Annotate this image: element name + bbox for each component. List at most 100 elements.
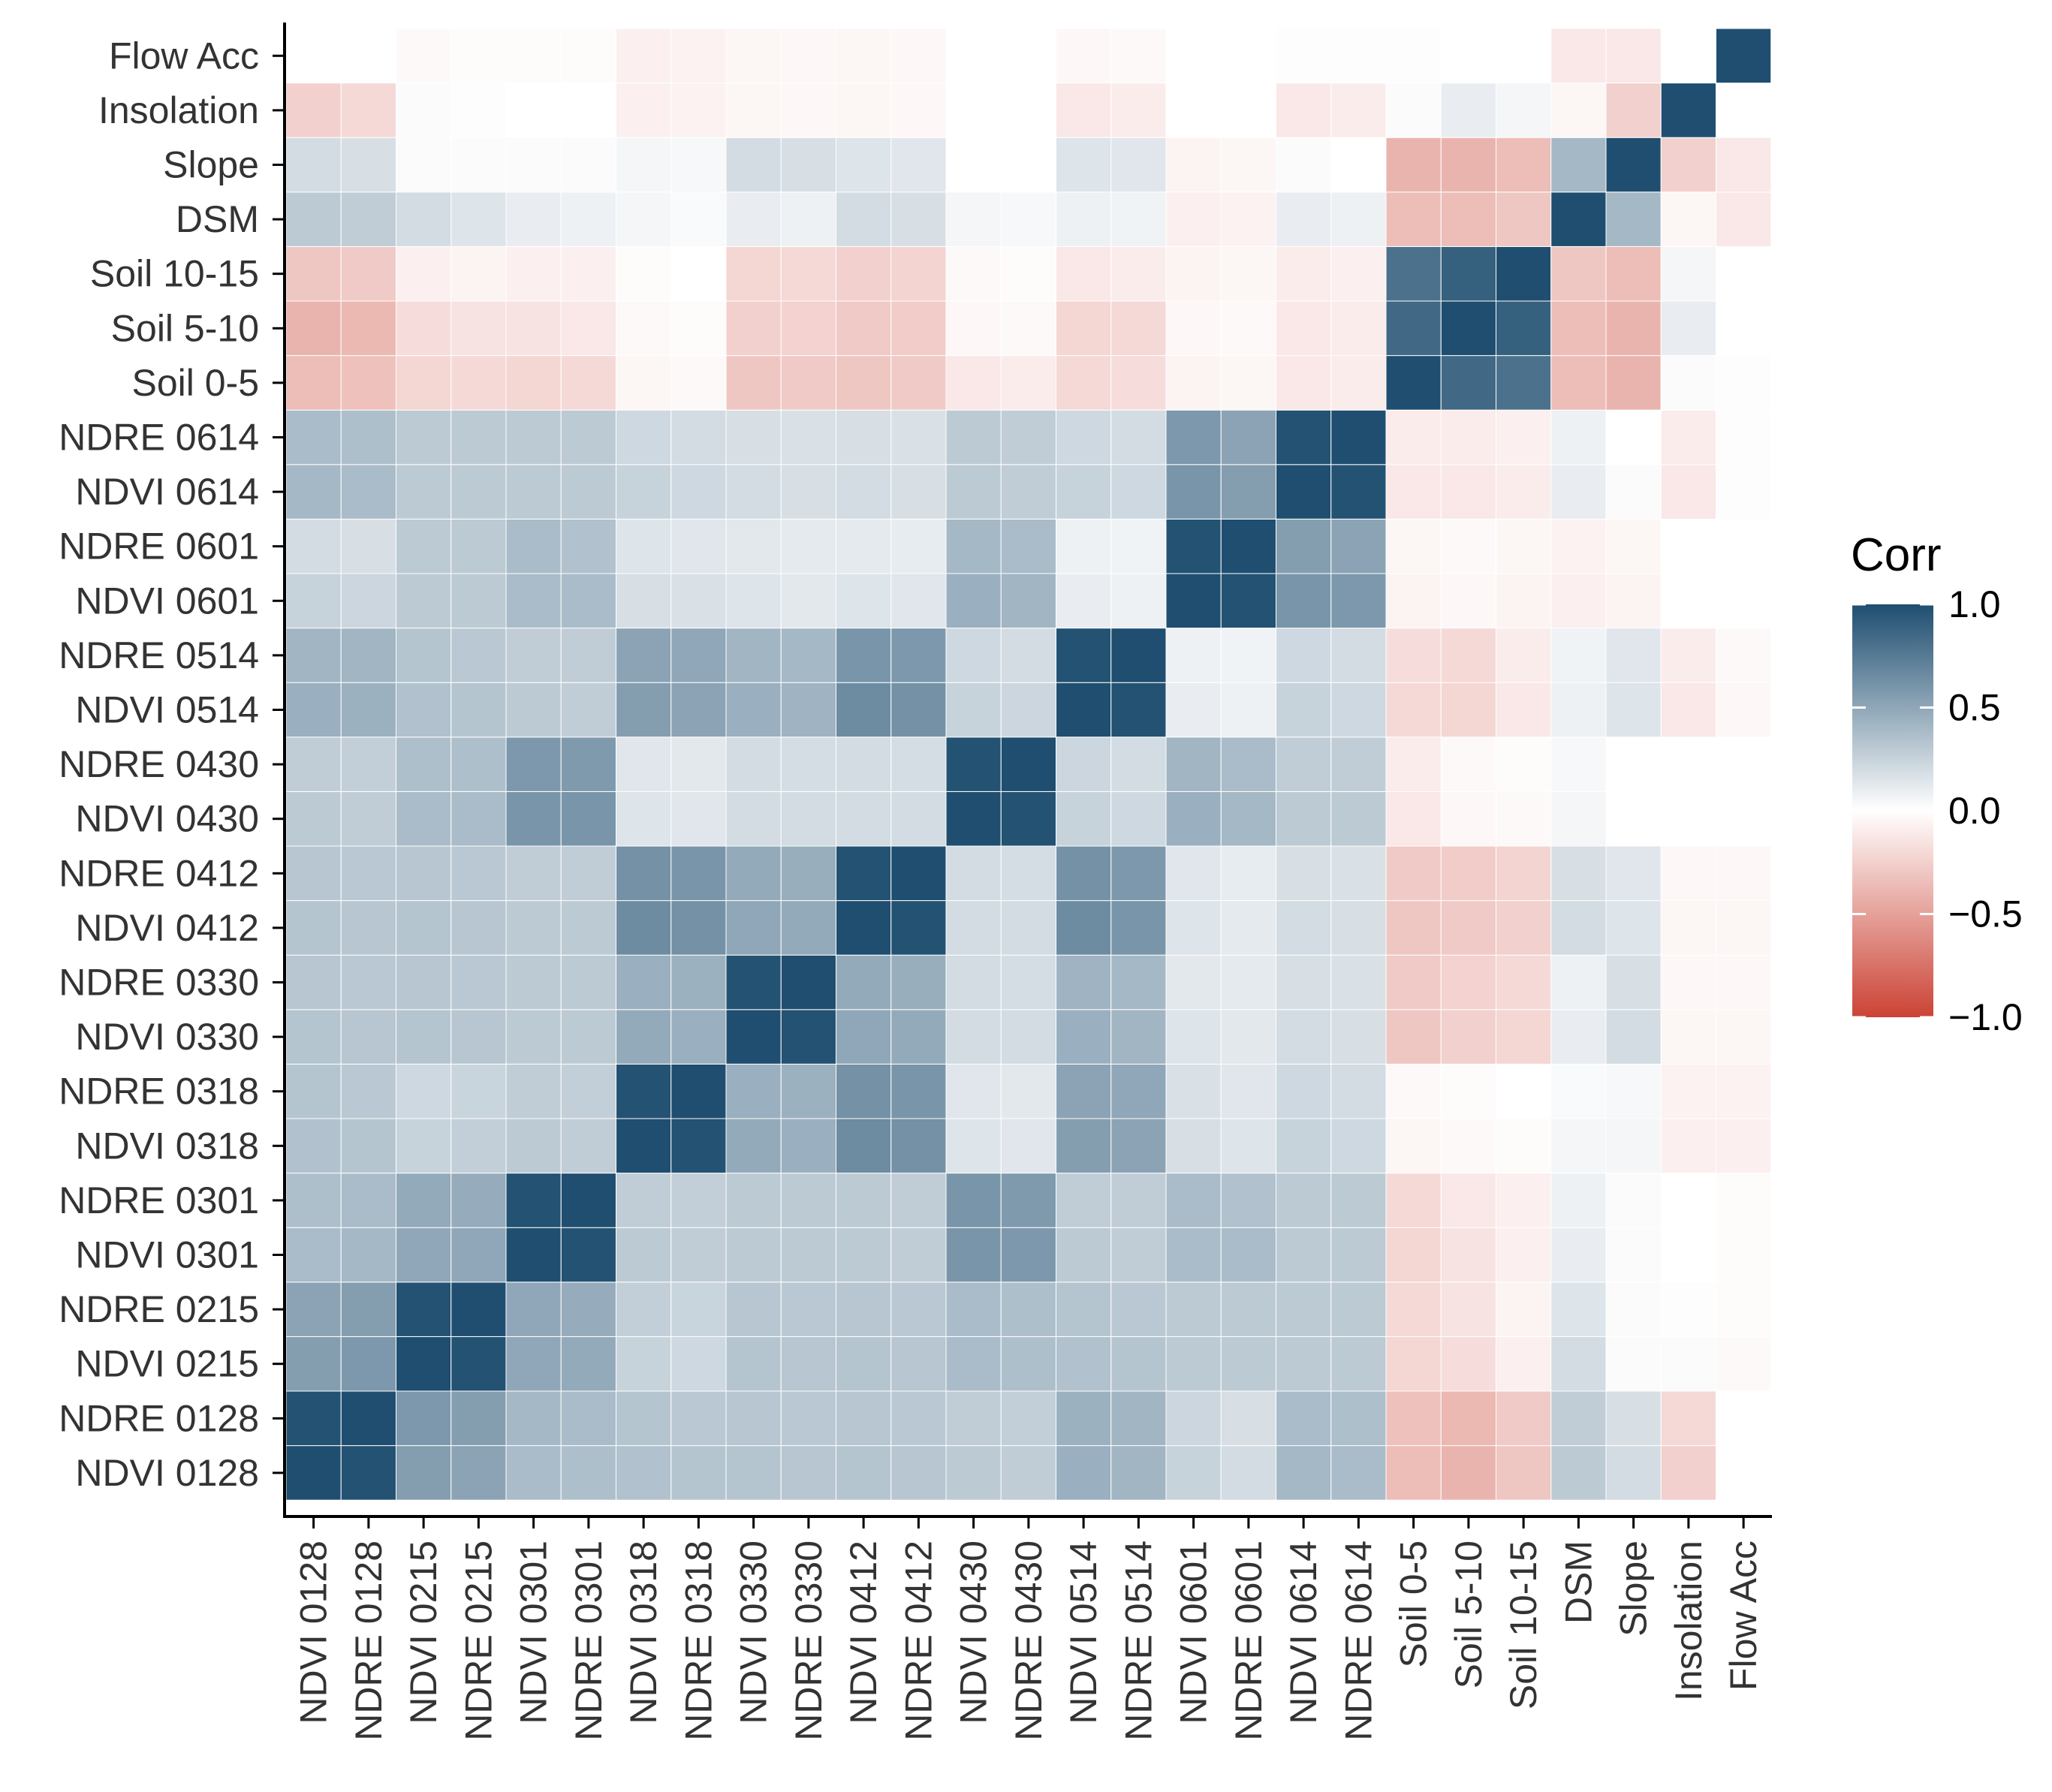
heatmap-cell: [285, 1227, 342, 1283]
x-tick-label: NDRE 0514: [1117, 1541, 1159, 1741]
heatmap-cell: [1110, 518, 1167, 574]
heatmap-cell: [1056, 736, 1112, 792]
heatmap-cell: [1220, 573, 1276, 629]
heatmap-cell: [1660, 845, 1716, 902]
heatmap-cell: [1110, 1227, 1167, 1283]
heatmap-cell: [1330, 573, 1387, 629]
heatmap-cell: [780, 1173, 836, 1228]
heatmap-cell: [285, 628, 342, 683]
heatmap-cell: [1716, 1282, 1772, 1337]
heatmap-cell: [945, 682, 1002, 738]
heatmap-cell: [1165, 682, 1222, 738]
heatmap-cell: [1496, 682, 1552, 738]
heatmap-cell: [1000, 1282, 1056, 1337]
heatmap-cell: [836, 573, 892, 629]
heatmap-cell: [725, 1227, 782, 1283]
heatmap-cell: [1440, 954, 1496, 1010]
heatmap-cell: [1220, 1118, 1276, 1174]
heatmap-cell: [1000, 355, 1056, 411]
heatmap-cell: [1110, 791, 1167, 847]
heatmap-cell: [1496, 1173, 1552, 1228]
heatmap-cell: [670, 736, 727, 792]
heatmap-cell: [1716, 628, 1772, 683]
heatmap-cell: [340, 682, 396, 738]
heatmap-cell: [1330, 1390, 1387, 1447]
heatmap-cell: [1276, 1009, 1332, 1065]
heatmap-cell: [1550, 1336, 1607, 1392]
y-tick-label: NDVI 0318: [75, 1125, 259, 1167]
y-tick-label: Soil 0-5: [131, 362, 259, 404]
heatmap-cell: [780, 791, 836, 847]
heatmap-cell: [1440, 1009, 1496, 1065]
heatmap-cell: [1000, 1173, 1056, 1228]
heatmap-cell: [945, 518, 1002, 574]
x-tick-label: NDVI 0514: [1062, 1541, 1104, 1724]
heatmap-cell: [890, 1009, 947, 1065]
heatmap-cell: [670, 573, 727, 629]
heatmap-cell: [1716, 682, 1772, 738]
heatmap-cell: [945, 1173, 1002, 1228]
heatmap-cell: [285, 1390, 342, 1447]
heatmap-cell: [505, 1009, 562, 1065]
heatmap-cell: [1605, 1390, 1662, 1447]
heatmap-cell: [1550, 845, 1607, 902]
heatmap-cell: [1110, 900, 1167, 956]
heatmap-cell: [725, 191, 782, 247]
heatmap-cell: [1165, 573, 1222, 629]
heatmap-cell: [450, 1118, 507, 1174]
heatmap-cell: [450, 628, 507, 683]
heatmap-cell: [505, 628, 562, 683]
heatmap-cell: [396, 1118, 452, 1174]
heatmap-cell: [780, 28, 836, 84]
heatmap-cell: [836, 409, 892, 465]
heatmap-cell: [285, 573, 342, 629]
heatmap-cell: [1220, 1173, 1276, 1228]
heatmap-cell: [1276, 245, 1332, 302]
heatmap-cell: [1165, 1336, 1222, 1392]
heatmap-cell: [836, 954, 892, 1010]
heatmap-cell: [836, 682, 892, 738]
heatmap-cell: [670, 28, 727, 84]
heatmap-cell: [670, 791, 727, 847]
heatmap-cell: [1660, 1118, 1716, 1174]
heatmap-cell: [1000, 409, 1056, 465]
heatmap-cell: [285, 1336, 342, 1392]
heatmap-cell: [1385, 628, 1442, 683]
heatmap-cell: [670, 464, 727, 520]
y-tick-label: Flow Acc: [109, 35, 259, 77]
heatmap-cell: [725, 954, 782, 1010]
x-tick-label: NDRE 0318: [677, 1541, 719, 1741]
heatmap-cell: [1385, 191, 1442, 247]
heatmap-cell: [1550, 1118, 1607, 1174]
heatmap-cell: [1385, 573, 1442, 629]
heatmap-cell: [1550, 1445, 1607, 1501]
heatmap-cell: [560, 1173, 616, 1228]
heatmap-cell: [1716, 845, 1772, 902]
heatmap-cell: [1550, 791, 1607, 847]
heatmap-cell: [780, 518, 836, 574]
heatmap-cell: [1276, 900, 1332, 956]
heatmap-cell: [1220, 83, 1276, 138]
heatmap-cell: [450, 137, 507, 193]
heatmap-cell: [1716, 28, 1772, 84]
heatmap-cell: [1056, 1445, 1112, 1501]
heatmap-cell: [616, 628, 672, 683]
heatmap-cell: [1330, 1009, 1387, 1065]
heatmap-cell: [1276, 1173, 1332, 1228]
heatmap-cell: [1220, 464, 1276, 520]
heatmap-cell: [890, 1445, 947, 1501]
heatmap-cell: [1056, 300, 1112, 357]
heatmap-cell: [1000, 900, 1056, 956]
heatmap-cell: [1605, 628, 1662, 683]
heatmap-cell: [1165, 28, 1222, 84]
heatmap-cell: [450, 954, 507, 1010]
heatmap-cell: [725, 682, 782, 738]
heatmap-cell: [1056, 1227, 1112, 1283]
heatmap-cell: [1276, 573, 1332, 629]
heatmap-cell: [1716, 518, 1772, 574]
heatmap-cell: [1660, 1282, 1716, 1337]
heatmap-cell: [1110, 682, 1167, 738]
heatmap-cell: [1440, 1118, 1496, 1174]
heatmap-cell: [396, 28, 452, 84]
